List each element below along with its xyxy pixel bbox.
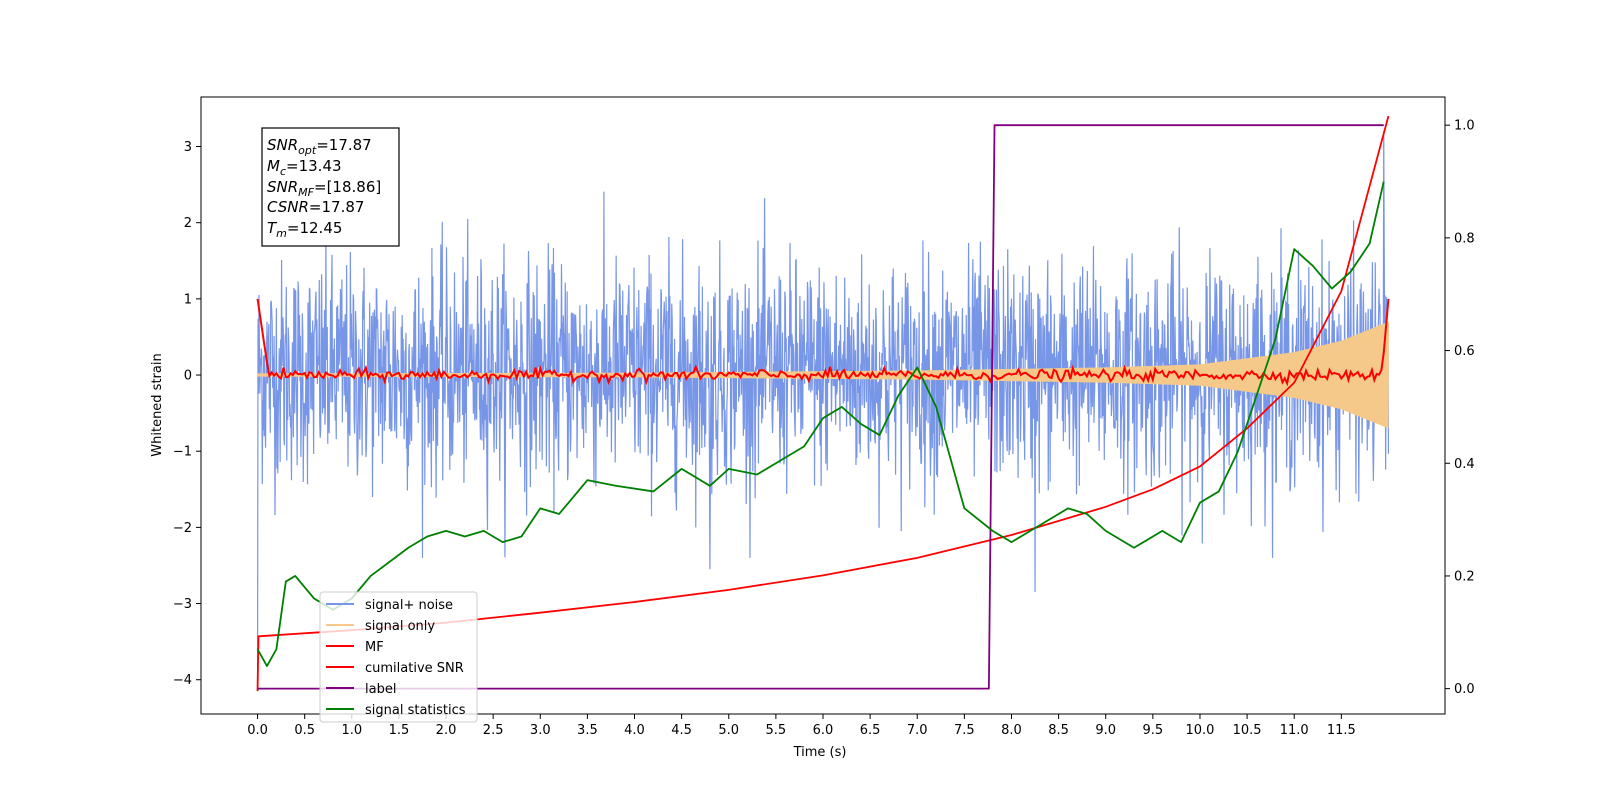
x-axis: 0.0 0.5 1.0 1.5 2.0 2.5 3.0 3.5 4.0 4.5 5.0 5.5 6.0 6… — [247, 714, 1356, 738]
legend-label-signal-statistics: signal statistics — [365, 703, 466, 718]
y-tick-label-right: 0.0 — [1454, 682, 1475, 697]
y-tick-label-right: 0.8 — [1454, 231, 1475, 246]
y-tick-label-left: 0 — [184, 369, 192, 384]
y-tick-label-right: 0.6 — [1454, 344, 1475, 359]
info-var: T — [267, 219, 278, 237]
info-line-snr-opt: SNRopt=17.87 — [267, 136, 372, 157]
y-tick-label-left: −1 — [173, 445, 192, 460]
x-axis-label: Time (s) — [793, 745, 847, 760]
x-tick-label: 9.5 — [1143, 723, 1164, 738]
info-var: CSNR — [267, 198, 309, 216]
info-box-frame — [261, 127, 400, 247]
x-tick-label: 7.5 — [954, 723, 975, 738]
info-line-snr-mf: SNRMF=[18.86] — [267, 178, 381, 199]
y-axis-label-left: Whitened strain — [150, 353, 165, 456]
x-tick-label: 5.0 — [718, 723, 739, 738]
y-tick-label-left: −4 — [173, 673, 192, 688]
x-tick-label: 4.5 — [671, 723, 692, 738]
y-tick-label-left: 1 — [184, 292, 192, 307]
legend-label-signal-only: signal only — [365, 619, 435, 634]
x-tick-label: 5.5 — [766, 723, 787, 738]
y-tick-label-right: 0.2 — [1454, 569, 1475, 584]
x-tick-label: 2.5 — [483, 723, 504, 738]
legend-label-cumulative-snr: cumilative SNR — [365, 661, 464, 676]
legend: signal+ noise signal only MF cumilative … — [319, 591, 478, 723]
x-tick-label: 7.0 — [907, 723, 928, 738]
legend-label-label: label — [365, 682, 396, 697]
x-tick-label: 1.0 — [341, 723, 362, 738]
info-value: =17.87 — [309, 198, 365, 216]
y-tick-label-left: −3 — [173, 597, 192, 612]
series-signal-statistics — [256, 181, 1385, 668]
info-var: SNR — [267, 136, 298, 154]
info-sub: MF — [298, 186, 314, 199]
x-tick-label: 10.0 — [1185, 723, 1214, 738]
legend-label-signal-noise: signal+ noise — [365, 598, 453, 613]
x-tick-label: 10.5 — [1233, 723, 1262, 738]
x-tick-label: 11.5 — [1327, 723, 1356, 738]
series-mf — [256, 298, 1390, 387]
y-axis-left: −4 −3 −2 −1 0 1 2 3 — [173, 140, 201, 688]
info-line-tm: Tm=12.45 — [267, 219, 342, 240]
x-tick-label: 9.0 — [1095, 723, 1116, 738]
y-axis-right: 0.0 0.2 0.4 0.6 0.8 1.0 — [1445, 119, 1475, 697]
x-tick-label: 4.0 — [624, 723, 645, 738]
x-tick-label: 8.0 — [1001, 723, 1022, 738]
info-value: =17.87 — [316, 136, 372, 154]
x-tick-label: 11.0 — [1280, 723, 1309, 738]
y-tick-label-left: 3 — [184, 140, 192, 155]
info-sub: opt — [298, 144, 317, 157]
y-tick-label-right: 0.4 — [1454, 457, 1475, 472]
x-tick-label: 0.0 — [247, 723, 268, 738]
info-var: SNR — [267, 178, 298, 196]
info-var: M — [267, 157, 280, 175]
legend-label-mf: MF — [365, 640, 384, 655]
info-value: =12.45 — [287, 219, 343, 237]
x-tick-label: 3.0 — [530, 723, 551, 738]
y-tick-label-left: 2 — [184, 216, 192, 231]
info-box: SNRopt=17.87 Mc=13.43 SNRMF=[18.86] CSNR… — [261, 127, 400, 247]
series-label — [257, 124, 1384, 690]
legend-frame — [319, 591, 478, 723]
y-tick-label-right: 1.0 — [1454, 119, 1475, 134]
info-value: =13.43 — [286, 157, 342, 175]
x-tick-label: 6.0 — [813, 723, 834, 738]
x-tick-label: 8.5 — [1048, 723, 1069, 738]
y-tick-label-left: −2 — [173, 521, 192, 536]
x-tick-label: 6.5 — [860, 723, 881, 738]
info-line-csnr: CSNR=17.87 — [267, 198, 364, 216]
info-line-mc: Mc=13.43 — [267, 157, 342, 178]
info-sub: c — [280, 165, 286, 178]
info-value: =[18.86] — [314, 178, 381, 196]
info-sub: m — [276, 227, 287, 240]
x-tick-label: 3.5 — [577, 723, 598, 738]
x-tick-label: 0.5 — [294, 723, 315, 738]
x-tick-label: 2.0 — [436, 723, 457, 738]
x-tick-label: 1.5 — [389, 723, 410, 738]
